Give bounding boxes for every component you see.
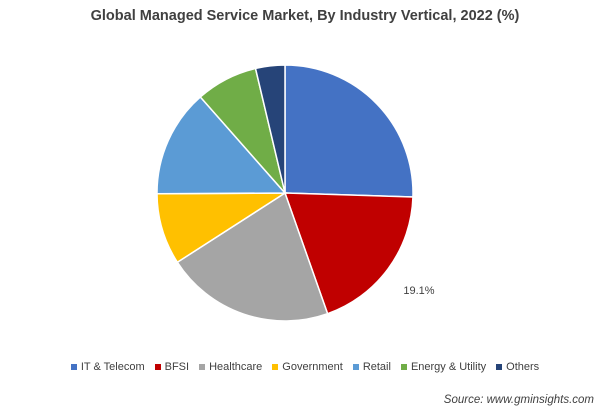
legend-item-retail: Retail bbox=[352, 361, 391, 373]
legend-label: BFSI bbox=[164, 361, 190, 373]
pie-slice-retail bbox=[156, 95, 287, 195]
legend-item-energy-and-utility: Energy & Utility bbox=[400, 361, 487, 373]
legend-swatch bbox=[70, 364, 77, 370]
legend-label: Healthcare bbox=[209, 361, 263, 373]
pie-slice-others bbox=[254, 64, 286, 194]
legend-swatch bbox=[272, 364, 279, 370]
chart-legend: IT & Telecom BFSI Healthcare Government Reta… bbox=[0, 361, 610, 373]
source-note: Source: www.gminsights.com bbox=[443, 394, 594, 406]
data-label-bfsi: 19.1% bbox=[403, 285, 434, 297]
pie-slice-healthcare bbox=[176, 191, 329, 322]
legend-label: Others bbox=[506, 361, 540, 373]
legend-swatch bbox=[154, 364, 161, 370]
legend-item-bfsi: BFSI bbox=[154, 361, 190, 373]
legend-item-government: Government bbox=[272, 361, 343, 373]
legend-label: Government bbox=[282, 361, 343, 373]
legend-label: Energy & Utility bbox=[410, 361, 487, 373]
legend-item-healthcare: Healthcare bbox=[199, 361, 262, 373]
legend-swatch bbox=[352, 364, 359, 370]
pie-slice-it-and-telecom bbox=[284, 64, 414, 198]
legend-item-others: Others bbox=[496, 361, 539, 373]
legend-swatch bbox=[496, 364, 503, 370]
legend-swatch bbox=[400, 364, 407, 370]
legend-label: Retail bbox=[362, 361, 391, 373]
legend-item-it-and-telecom: IT & Telecom bbox=[70, 361, 145, 373]
legend-label: IT & Telecom bbox=[80, 361, 145, 373]
chart-title: Global Managed Service Market, By Indust… bbox=[90, 8, 520, 24]
legend-swatch bbox=[199, 364, 206, 370]
